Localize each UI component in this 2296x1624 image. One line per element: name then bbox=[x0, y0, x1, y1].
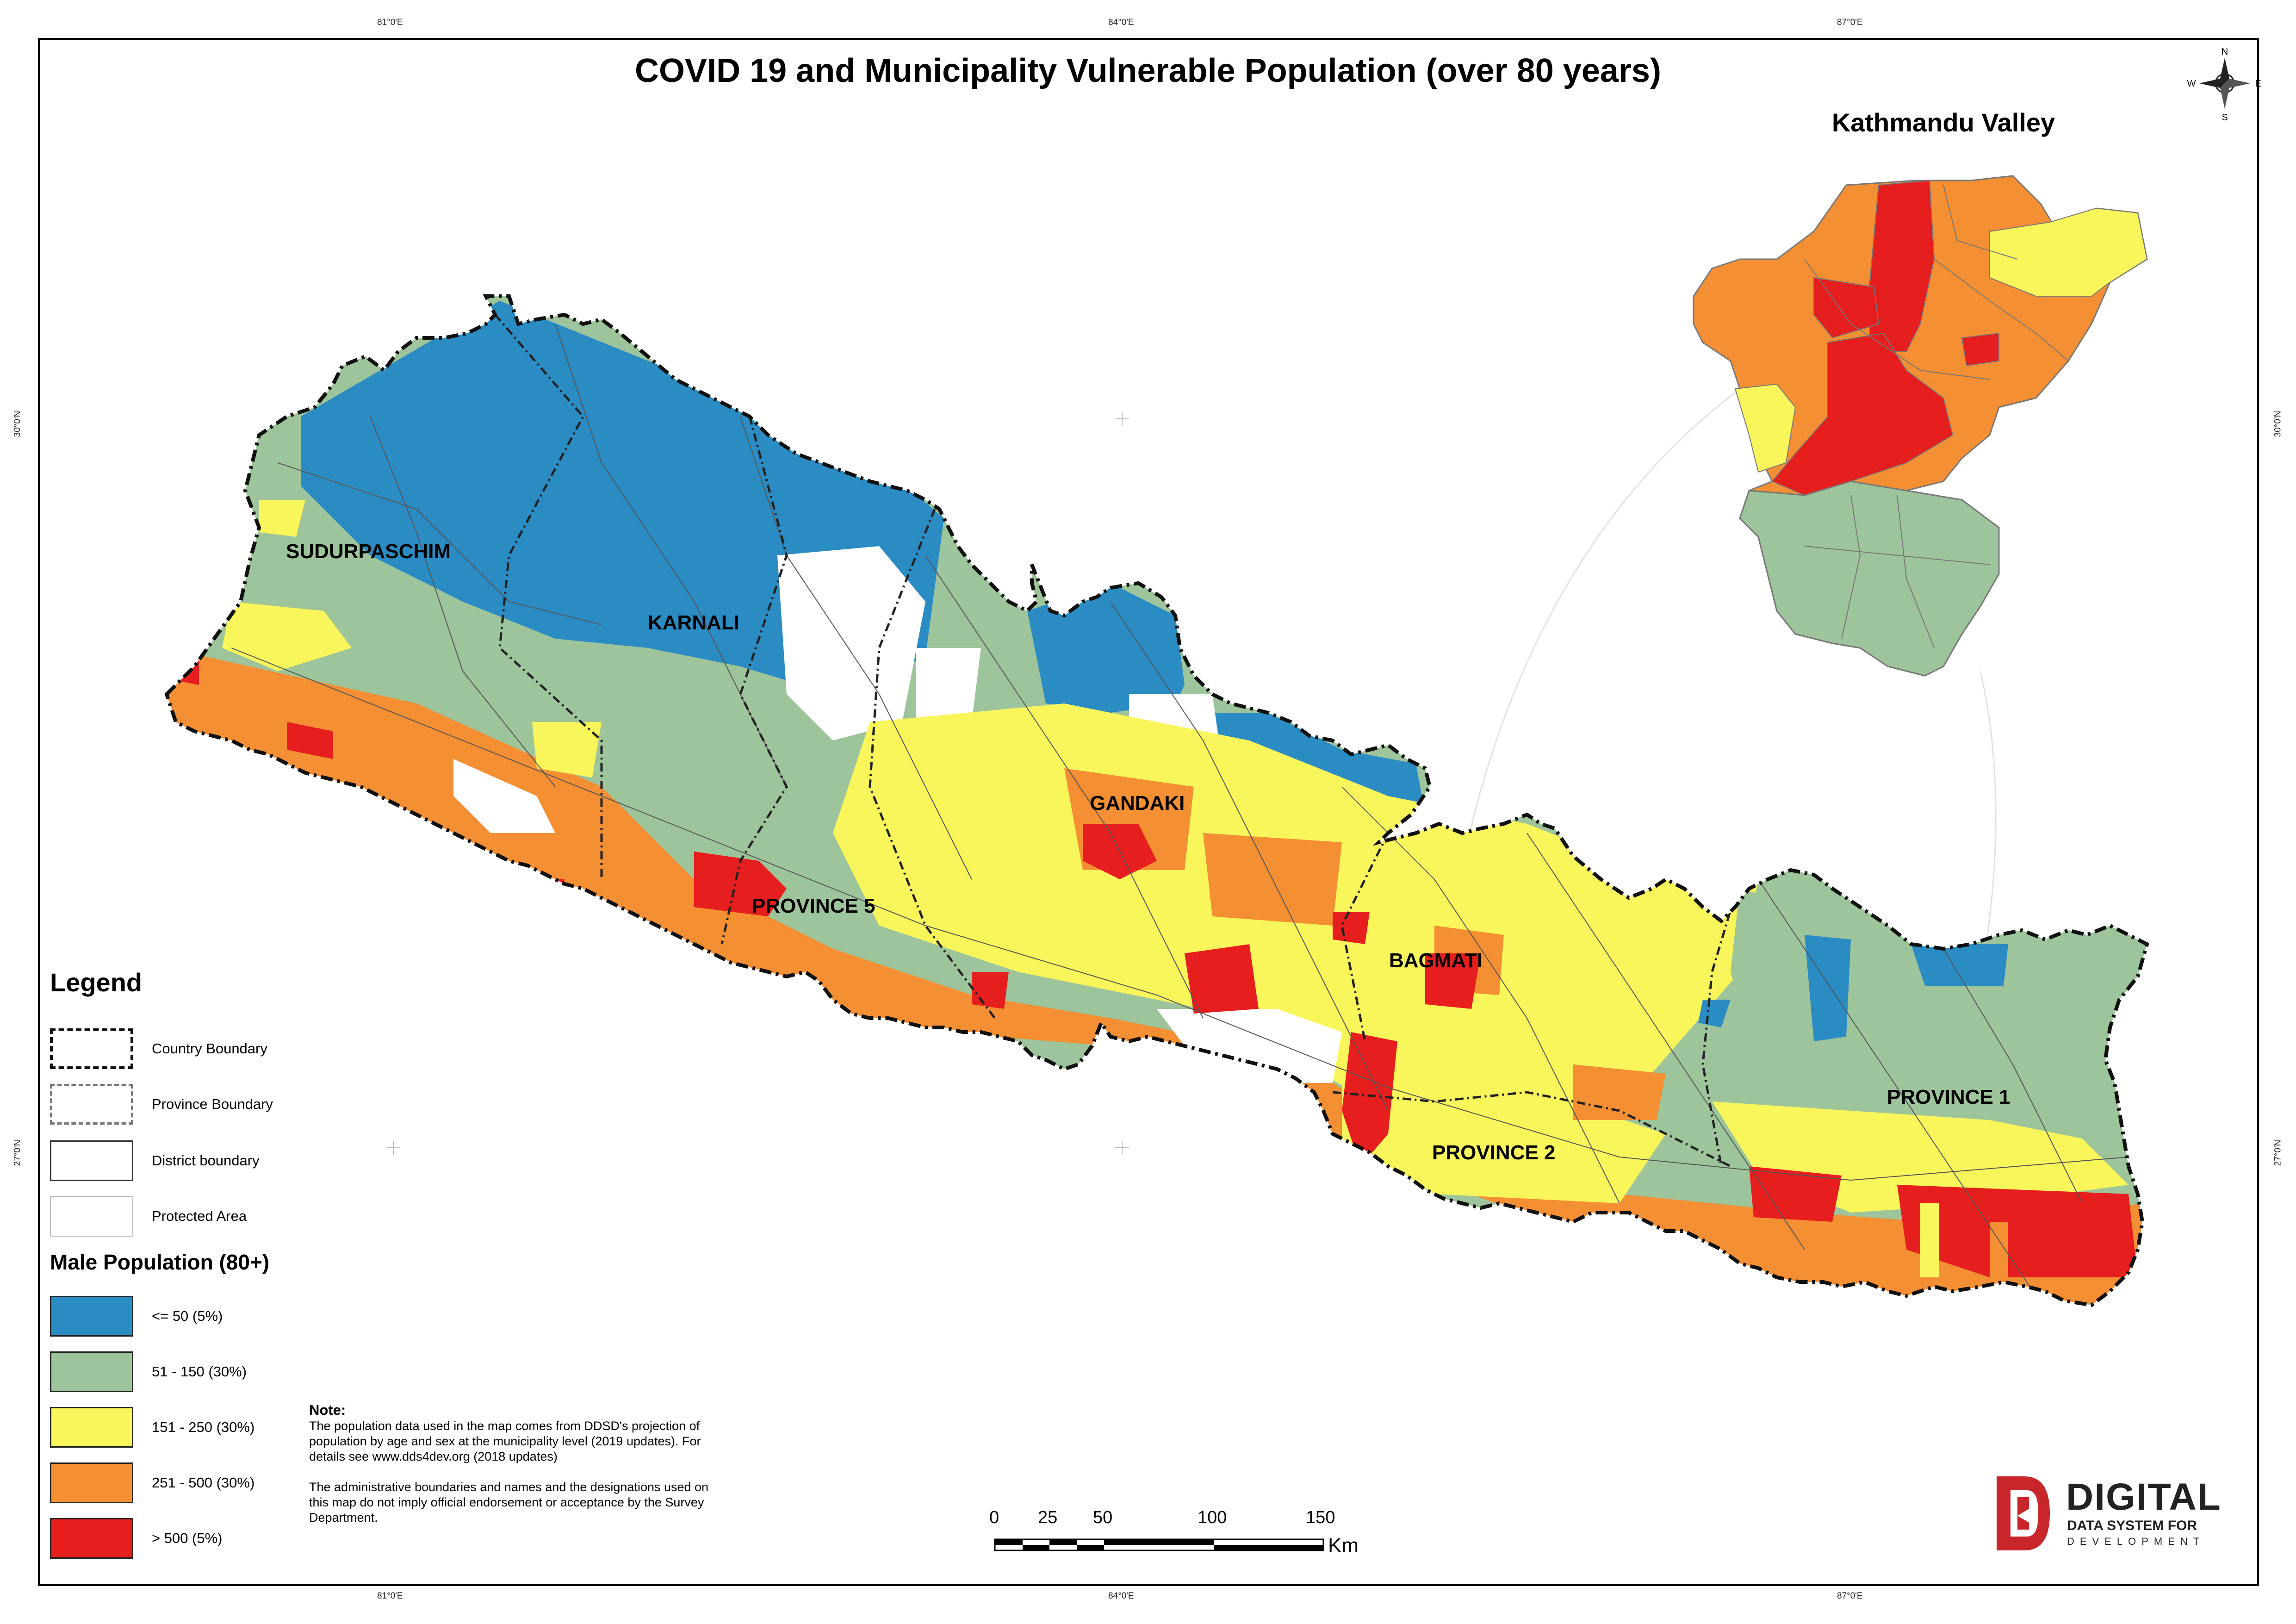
note-paragraph-2: The administrative boundaries and names … bbox=[309, 1480, 709, 1524]
scale-unit: Km bbox=[1328, 1534, 1359, 1557]
legend-protected-area: Protected Area bbox=[50, 1196, 247, 1237]
province-label-karnali: KARNALI bbox=[648, 611, 739, 634]
logo-sub-text-2: DEVELOPMENT bbox=[2067, 1536, 2205, 1547]
legend-label: 251 - 500 (30%) bbox=[152, 1475, 255, 1491]
lon-label-bottom-1: 81°0'E bbox=[377, 1591, 403, 1601]
scale-tick-0: 0 bbox=[989, 1508, 999, 1527]
legend-class-row: 251 - 500 (30%) bbox=[50, 1462, 254, 1503]
graticule-crosses bbox=[386, 412, 1129, 1155]
legend-label: District boundary bbox=[152, 1152, 260, 1169]
province-label-province-1: PROVINCE 1 bbox=[1887, 1086, 2011, 1108]
legend-swatch-class-2 bbox=[50, 1351, 133, 1392]
legend-label: 51 - 150 (30%) bbox=[152, 1363, 247, 1380]
scale-tick-25: 25 bbox=[1038, 1508, 1058, 1527]
ddsd-logo-mark bbox=[1997, 1476, 2050, 1550]
logo-sub-text-1: DATA SYSTEM FOR bbox=[2067, 1518, 2197, 1533]
legend-label: Country Boundary bbox=[152, 1040, 267, 1057]
scale-tick-100: 100 bbox=[1198, 1508, 1227, 1527]
north-arrow-s: S bbox=[2222, 112, 2228, 123]
north-arrow-w: W bbox=[2187, 79, 2196, 89]
legend-swatch-class-1 bbox=[50, 1296, 133, 1337]
lon-label-top-1: 81°0'E bbox=[377, 18, 403, 27]
legend-province-boundary: Province Boundary bbox=[50, 1084, 273, 1125]
ddsd-logo: DIGITAL DATA SYSTEM FOR DEVELOPMENT bbox=[1992, 1472, 2251, 1555]
legend-class-row: 151 - 250 (30%) bbox=[50, 1407, 254, 1448]
legend-swatch-country bbox=[50, 1028, 133, 1069]
scale-tick-150: 150 bbox=[1306, 1508, 1335, 1527]
map-note: Note: The population data used in the ma… bbox=[309, 1402, 716, 1525]
legend-label: > 500 (5%) bbox=[152, 1530, 223, 1546]
province-label-province-5: PROVINCE 5 bbox=[752, 895, 875, 917]
scale-tick-50: 50 bbox=[1093, 1508, 1113, 1527]
legend-class-row: > 500 (5%) bbox=[50, 1518, 223, 1559]
lon-label-bottom-2: 84°0'E bbox=[1108, 1591, 1134, 1601]
north-arrow: N S E W bbox=[2187, 47, 2261, 123]
province-label-sudurpaschim: SUDURPASCHIM bbox=[286, 540, 451, 563]
province-label-bagmati: BAGMATI bbox=[1389, 949, 1483, 972]
province-boundaries bbox=[494, 314, 1741, 1168]
legend-swatch-class-5 bbox=[50, 1518, 133, 1559]
north-arrow-n: N bbox=[2222, 47, 2228, 57]
legend-swatch-protected bbox=[50, 1196, 133, 1237]
note-heading: Note: bbox=[309, 1402, 346, 1418]
legend-label: Protected Area bbox=[152, 1208, 247, 1224]
legend-class-row: <= 50 (5%) bbox=[50, 1296, 223, 1337]
map-title: COVID 19 and Municipality Vulnerable Pop… bbox=[635, 52, 1661, 89]
kathmandu-valley-inset bbox=[1693, 175, 2148, 677]
legend-country-boundary: Country Boundary bbox=[50, 1028, 267, 1069]
legend-label: Province Boundary bbox=[152, 1096, 273, 1112]
legend-district-boundary: District boundary bbox=[50, 1140, 260, 1181]
legend-swatch-class-4 bbox=[50, 1462, 133, 1503]
legend-swatch-district bbox=[50, 1140, 133, 1181]
lon-label-top-2: 84°0'E bbox=[1108, 18, 1134, 27]
legend-classes-title: Male Population (80+) bbox=[50, 1250, 270, 1274]
north-arrow-e: E bbox=[2255, 79, 2261, 89]
legend-class-row: 51 - 150 (30%) bbox=[50, 1351, 247, 1392]
legend-title: Legend bbox=[50, 968, 143, 997]
logo-main-text: DIGITAL bbox=[2066, 1476, 2222, 1518]
district-lines bbox=[231, 324, 2129, 1296]
legend-label: 151 - 250 (30%) bbox=[152, 1419, 255, 1435]
lon-label-bottom-3: 87°0'E bbox=[1837, 1591, 1863, 1601]
scale-bar bbox=[994, 1538, 1324, 1551]
inset-title: Kathmandu Valley bbox=[1831, 108, 2055, 137]
lon-label-top-3: 87°0'E bbox=[1837, 18, 1863, 27]
legend-label: <= 50 (5%) bbox=[152, 1308, 223, 1324]
legend-swatch-province bbox=[50, 1084, 133, 1125]
legend-swatch-class-3 bbox=[50, 1407, 133, 1448]
province-label-province-2: PROVINCE 2 bbox=[1432, 1141, 1556, 1164]
province-label-gandaki: GANDAKI bbox=[1090, 792, 1185, 815]
note-paragraph-1: The population data used in the map come… bbox=[309, 1419, 701, 1463]
